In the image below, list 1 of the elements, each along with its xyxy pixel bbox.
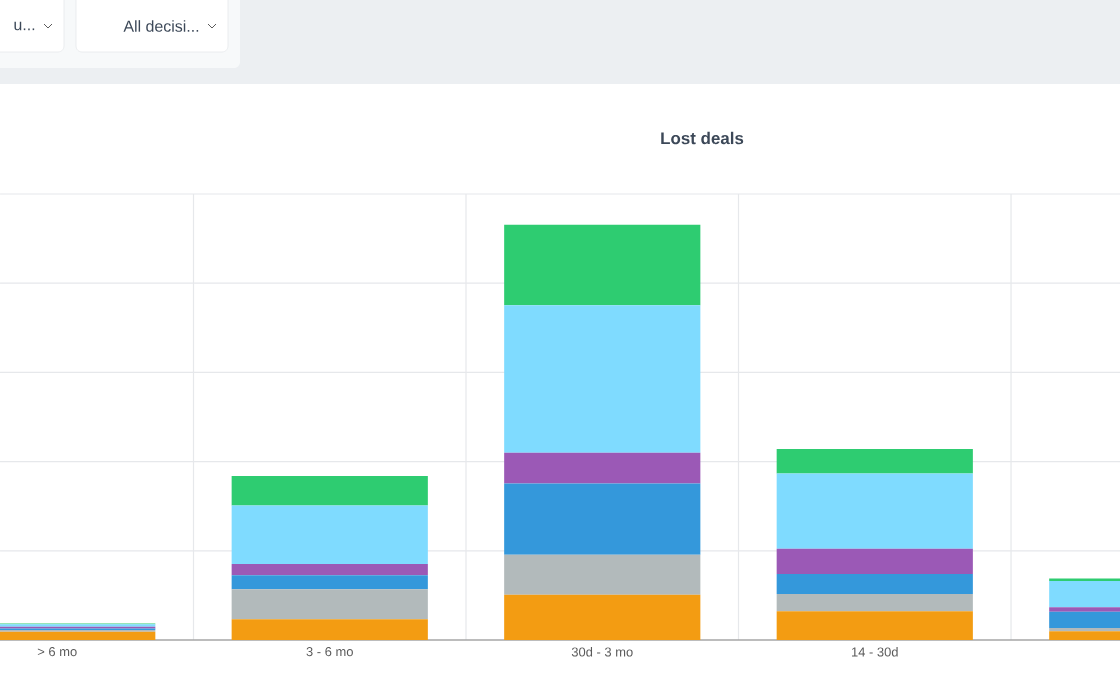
chart-title: Lost deals [661,131,744,145]
